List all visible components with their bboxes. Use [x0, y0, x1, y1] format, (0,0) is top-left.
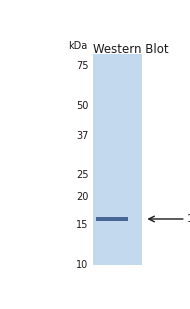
- Text: 16kDa: 16kDa: [187, 214, 190, 224]
- Bar: [96, 217, 128, 221]
- Text: 25: 25: [76, 170, 89, 180]
- Text: 20: 20: [76, 192, 89, 202]
- Text: Western Blot: Western Blot: [93, 43, 169, 56]
- Bar: [93, 54, 142, 265]
- Text: 15: 15: [76, 220, 89, 231]
- Text: 37: 37: [76, 131, 89, 141]
- Text: 10: 10: [76, 260, 89, 270]
- Text: 50: 50: [76, 101, 89, 111]
- Text: kDa: kDa: [68, 41, 87, 51]
- Text: 75: 75: [76, 61, 89, 71]
